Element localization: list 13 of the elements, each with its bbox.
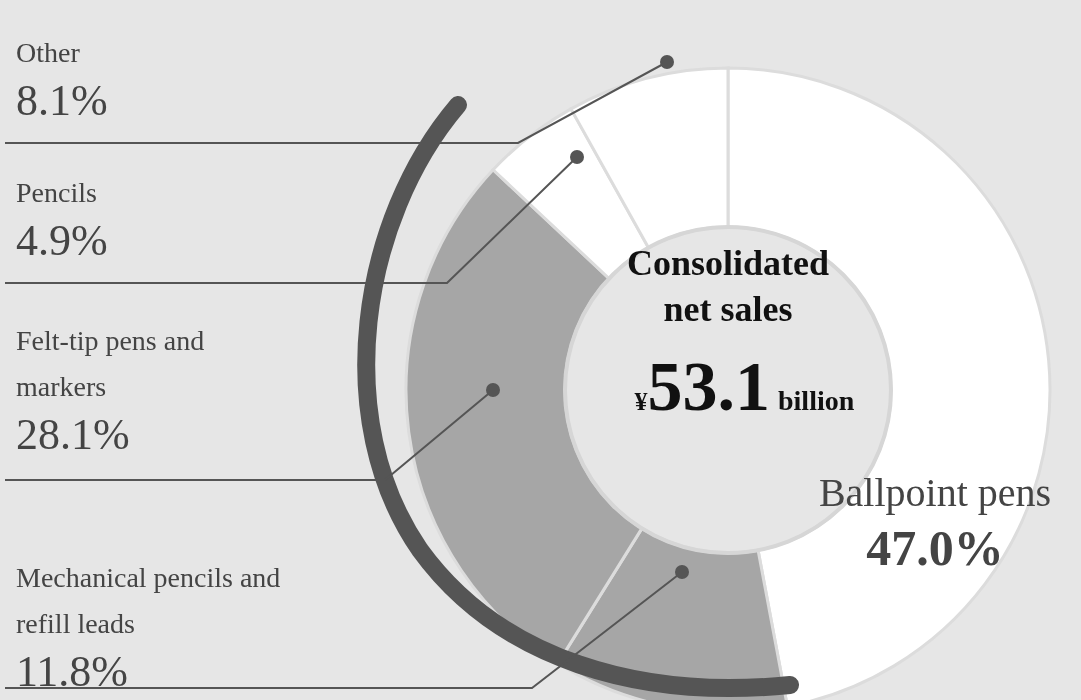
slice-label: Other bbox=[16, 36, 81, 70]
text: Consolidated net sales bbox=[625, 242, 830, 331]
text: billion bbox=[778, 385, 855, 416]
slice-label: Ballpoint pens bbox=[817, 470, 1053, 516]
data-label: 11.8% bbox=[16, 647, 130, 697]
data-label: 4.9% bbox=[16, 216, 109, 266]
text: ¥53.1 bbox=[634, 348, 770, 425]
slice-label: Felt-tip pens and markers bbox=[16, 324, 206, 404]
data-label: 47.0% bbox=[865, 519, 1005, 578]
data-label: 8.1% bbox=[16, 76, 109, 126]
slice-label: Pencils bbox=[16, 176, 98, 210]
slice-label: Mechanical pencils and refill leads bbox=[16, 561, 282, 641]
data-label: 28.1% bbox=[16, 410, 131, 460]
